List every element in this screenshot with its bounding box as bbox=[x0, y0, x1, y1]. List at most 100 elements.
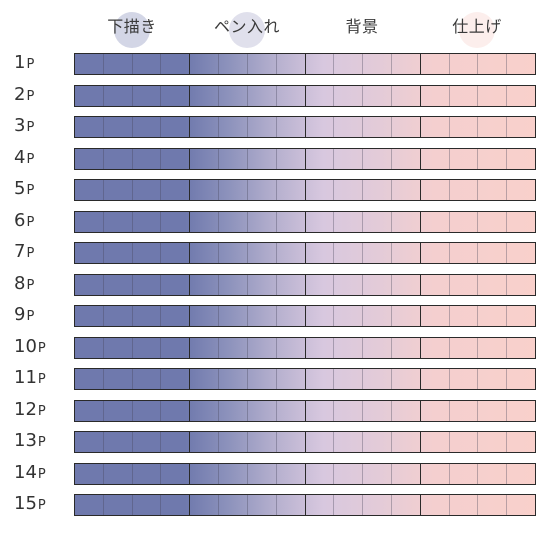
progress-cell[interactable] bbox=[392, 212, 421, 232]
progress-cell[interactable] bbox=[450, 86, 479, 106]
progress-cell[interactable] bbox=[190, 86, 220, 106]
progress-cell[interactable] bbox=[334, 86, 364, 106]
progress-cell[interactable] bbox=[190, 275, 220, 295]
progress-cell[interactable] bbox=[334, 149, 364, 169]
progress-cell[interactable] bbox=[161, 117, 191, 137]
progress-cell[interactable] bbox=[277, 212, 306, 232]
progress-cell[interactable] bbox=[334, 306, 364, 326]
progress-cell[interactable] bbox=[104, 117, 133, 137]
progress-cell[interactable] bbox=[190, 306, 220, 326]
progress-cell[interactable] bbox=[392, 464, 421, 484]
progress-cell[interactable] bbox=[450, 401, 479, 421]
progress-cell[interactable] bbox=[392, 117, 421, 137]
progress-cell[interactable] bbox=[306, 338, 335, 358]
progress-cell[interactable] bbox=[478, 117, 508, 137]
progress-cell[interactable] bbox=[133, 464, 162, 484]
progress-cell[interactable] bbox=[219, 401, 248, 421]
progress-cell[interactable] bbox=[334, 338, 364, 358]
progress-cell[interactable] bbox=[161, 338, 191, 358]
progress-cell[interactable] bbox=[478, 495, 508, 515]
progress-cell[interactable] bbox=[507, 369, 535, 389]
progress-cell[interactable] bbox=[306, 54, 335, 74]
progress-cell[interactable] bbox=[161, 180, 191, 200]
progress-cell[interactable] bbox=[248, 306, 277, 326]
progress-cell[interactable] bbox=[277, 180, 306, 200]
progress-cell[interactable] bbox=[248, 117, 277, 137]
progress-cell[interactable] bbox=[161, 401, 191, 421]
progress-cell[interactable] bbox=[219, 275, 248, 295]
progress-cell[interactable] bbox=[363, 495, 392, 515]
progress-cell[interactable] bbox=[306, 401, 335, 421]
progress-cell[interactable] bbox=[363, 275, 392, 295]
progress-cell[interactable] bbox=[190, 401, 220, 421]
progress-cell[interactable] bbox=[219, 117, 248, 137]
progress-cell[interactable] bbox=[277, 54, 306, 74]
progress-cell[interactable] bbox=[478, 54, 508, 74]
progress-cell[interactable] bbox=[478, 149, 508, 169]
progress-cell[interactable] bbox=[190, 117, 220, 137]
progress-cell[interactable] bbox=[450, 180, 479, 200]
progress-cell[interactable] bbox=[306, 369, 335, 389]
progress-cell[interactable] bbox=[75, 54, 104, 74]
progress-cell[interactable] bbox=[277, 275, 306, 295]
progress-cell[interactable] bbox=[277, 86, 306, 106]
progress-cell[interactable] bbox=[161, 495, 191, 515]
progress-cell[interactable] bbox=[421, 180, 450, 200]
progress-cell[interactable] bbox=[190, 180, 220, 200]
progress-cell[interactable] bbox=[161, 306, 191, 326]
progress-cell[interactable] bbox=[363, 464, 392, 484]
progress-cell[interactable] bbox=[392, 338, 421, 358]
progress-cell[interactable] bbox=[507, 275, 535, 295]
progress-cell[interactable] bbox=[392, 306, 421, 326]
progress-cell[interactable] bbox=[421, 86, 450, 106]
progress-cell[interactable] bbox=[478, 180, 508, 200]
progress-cell[interactable] bbox=[334, 117, 364, 137]
progress-cell[interactable] bbox=[363, 180, 392, 200]
progress-cell[interactable] bbox=[133, 180, 162, 200]
progress-cell[interactable] bbox=[248, 432, 277, 452]
progress-cell[interactable] bbox=[277, 464, 306, 484]
progress-cell[interactable] bbox=[478, 306, 508, 326]
progress-cell[interactable] bbox=[190, 149, 220, 169]
progress-cell[interactable] bbox=[248, 212, 277, 232]
progress-cell[interactable] bbox=[161, 243, 191, 263]
progress-cell[interactable] bbox=[277, 149, 306, 169]
progress-cell[interactable] bbox=[219, 149, 248, 169]
progress-cell[interactable] bbox=[219, 54, 248, 74]
progress-cell[interactable] bbox=[75, 495, 104, 515]
progress-cell[interactable] bbox=[334, 54, 364, 74]
progress-cell[interactable] bbox=[133, 432, 162, 452]
progress-cell[interactable] bbox=[248, 180, 277, 200]
progress-cell[interactable] bbox=[133, 275, 162, 295]
progress-cell[interactable] bbox=[450, 338, 479, 358]
progress-cell[interactable] bbox=[104, 369, 133, 389]
progress-cell[interactable] bbox=[421, 401, 450, 421]
progress-cell[interactable] bbox=[334, 495, 364, 515]
progress-cell[interactable] bbox=[104, 338, 133, 358]
progress-cell[interactable] bbox=[104, 306, 133, 326]
progress-cell[interactable] bbox=[450, 495, 479, 515]
progress-cell[interactable] bbox=[248, 401, 277, 421]
progress-cell[interactable] bbox=[392, 495, 421, 515]
progress-cell[interactable] bbox=[75, 117, 104, 137]
progress-cell[interactable] bbox=[190, 243, 220, 263]
progress-cell[interactable] bbox=[219, 464, 248, 484]
progress-cell[interactable] bbox=[334, 401, 364, 421]
progress-cell[interactable] bbox=[507, 149, 535, 169]
progress-cell[interactable] bbox=[450, 432, 479, 452]
progress-cell[interactable] bbox=[306, 432, 335, 452]
progress-cell[interactable] bbox=[421, 464, 450, 484]
progress-cell[interactable] bbox=[277, 338, 306, 358]
progress-cell[interactable] bbox=[133, 401, 162, 421]
progress-cell[interactable] bbox=[75, 464, 104, 484]
progress-cell[interactable] bbox=[507, 117, 535, 137]
progress-cell[interactable] bbox=[507, 401, 535, 421]
progress-cell[interactable] bbox=[219, 212, 248, 232]
progress-cell[interactable] bbox=[421, 212, 450, 232]
progress-cell[interactable] bbox=[450, 117, 479, 137]
progress-cell[interactable] bbox=[478, 369, 508, 389]
progress-cell[interactable] bbox=[133, 338, 162, 358]
progress-cell[interactable] bbox=[133, 369, 162, 389]
progress-cell[interactable] bbox=[277, 117, 306, 137]
progress-cell[interactable] bbox=[334, 464, 364, 484]
